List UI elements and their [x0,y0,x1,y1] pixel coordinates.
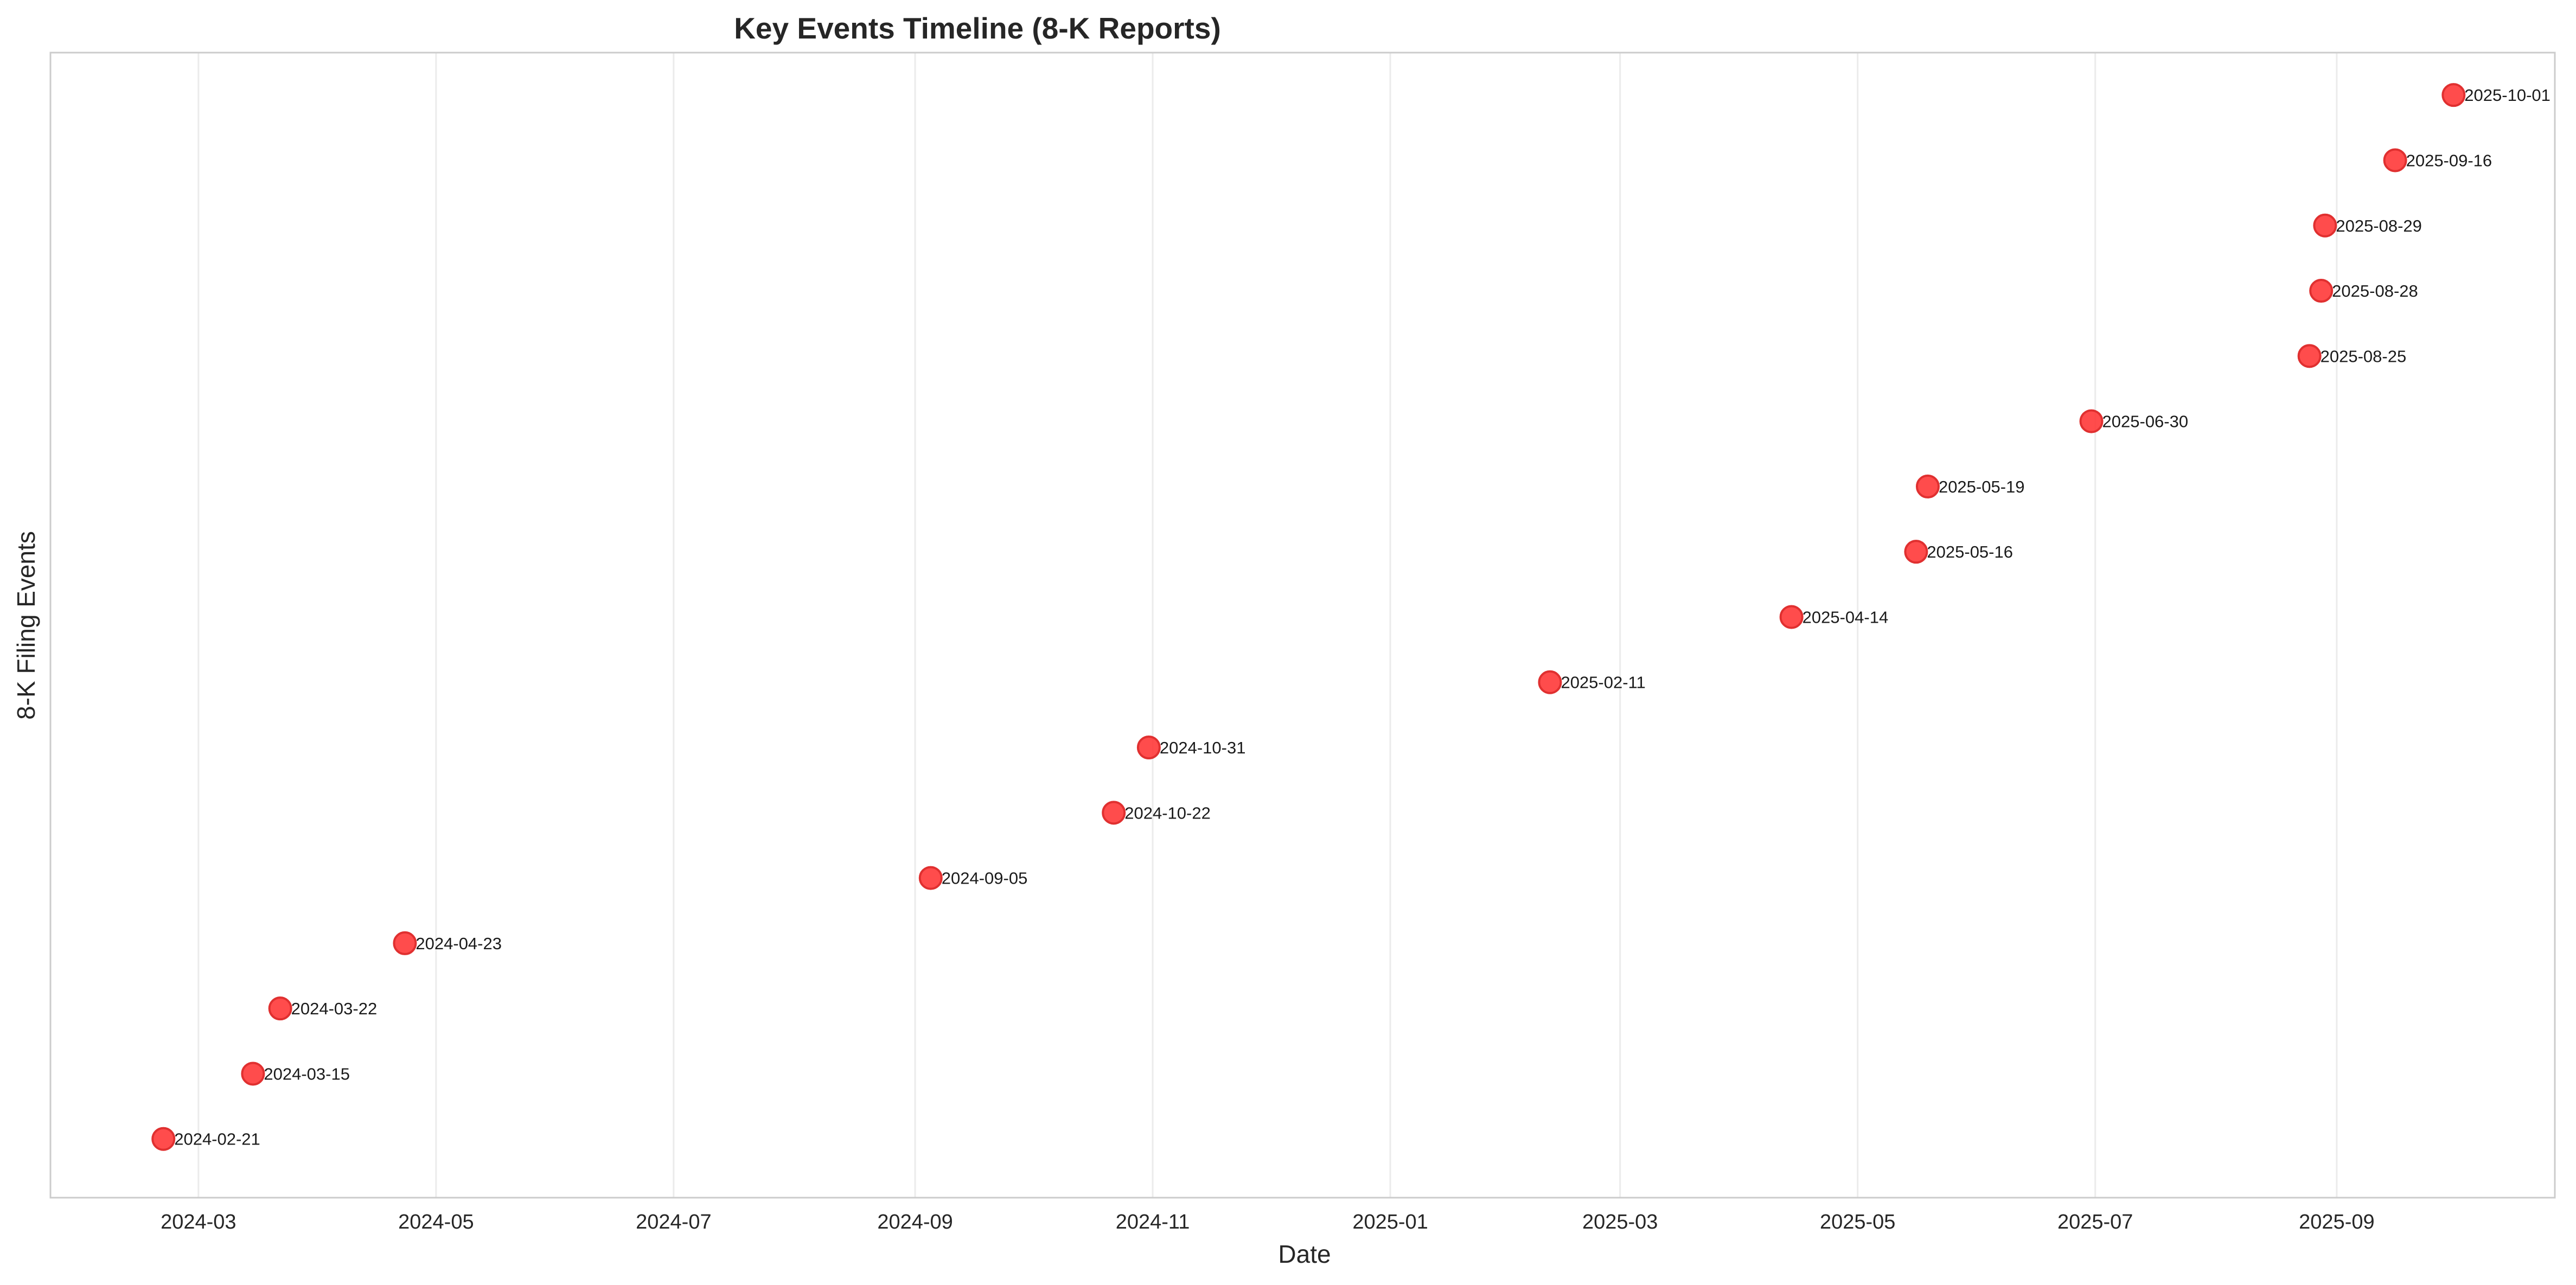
event-point [268,996,292,1021]
event-point [241,1062,265,1086]
x-tick-labels: 2024-03 2024-05 2024-07 2024-09 2024-11 2025-… [161,1211,2375,1233]
event-date-label: 2025-04-14 [1802,608,1889,626]
event-date-label: 2025-08-29 [2336,216,2422,235]
x-tick-label: 2025-03 [1582,1211,1658,1233]
event-date-label: 2024-04-23 [416,934,502,953]
event-point [1102,801,1126,825]
event-date-label: 2025-08-25 [2321,347,2407,366]
event-points [151,83,2466,1151]
y-axis-label: 8-K Filing Events [12,531,40,720]
event-date-label: 2025-09-16 [2406,151,2492,170]
event-point [2383,148,2407,172]
x-tick-label: 2024-11 [1116,1211,1190,1233]
event-date-label: 2024-02-21 [174,1130,260,1149]
x-tick-label: 2024-07 [636,1211,711,1233]
event-date-label: 2024-10-31 [1160,738,1246,757]
event-point [1538,670,1562,694]
event-point [918,866,943,890]
event-point [2079,409,2104,433]
gridlines [197,53,2338,1198]
event-date-label: 2025-08-28 [2332,282,2418,301]
event-date-label: 2025-10-01 [2464,86,2551,105]
event-point [1136,736,1161,760]
event-point [2297,344,2322,368]
event-point [2309,279,2334,303]
chart-title: Key Events Timeline (8-K Reports) [734,11,1221,45]
event-point [1904,540,1928,564]
event-date-label: 2024-03-22 [291,999,378,1018]
event-point [1779,605,1804,629]
x-tick-label: 2025-01 [1352,1211,1428,1233]
event-date-label: 2024-10-22 [1124,803,1211,822]
event-point [2313,213,2337,238]
event-point [1915,474,1940,498]
x-axis-label: Date [1278,1240,1331,1268]
event-date-label: 2025-02-11 [1561,673,1645,692]
x-tick-label: 2024-03 [161,1211,236,1233]
event-point [151,1127,176,1151]
event-date-label: 2025-05-16 [1927,542,2013,561]
x-tick-label: 2024-09 [877,1211,953,1233]
event-date-label: 2024-03-15 [264,1064,350,1083]
x-tick-label: 2025-05 [1820,1211,1895,1233]
event-date-label: 2025-05-19 [1939,477,2025,496]
x-tick-label: 2024-05 [398,1211,474,1233]
event-date-label: 2024-09-05 [942,869,1028,888]
point-labels: 2024-02-21 2024-03-15 2024-03-22 2024-04-23… [174,86,2551,1149]
event-point [2441,83,2466,107]
x-tick-label: 2025-07 [2057,1211,2133,1233]
event-date-label: 2025-06-30 [2102,412,2189,431]
x-tick-label: 2025-09 [2299,1211,2374,1233]
event-point [393,931,417,955]
plot-frame [49,52,2556,1199]
